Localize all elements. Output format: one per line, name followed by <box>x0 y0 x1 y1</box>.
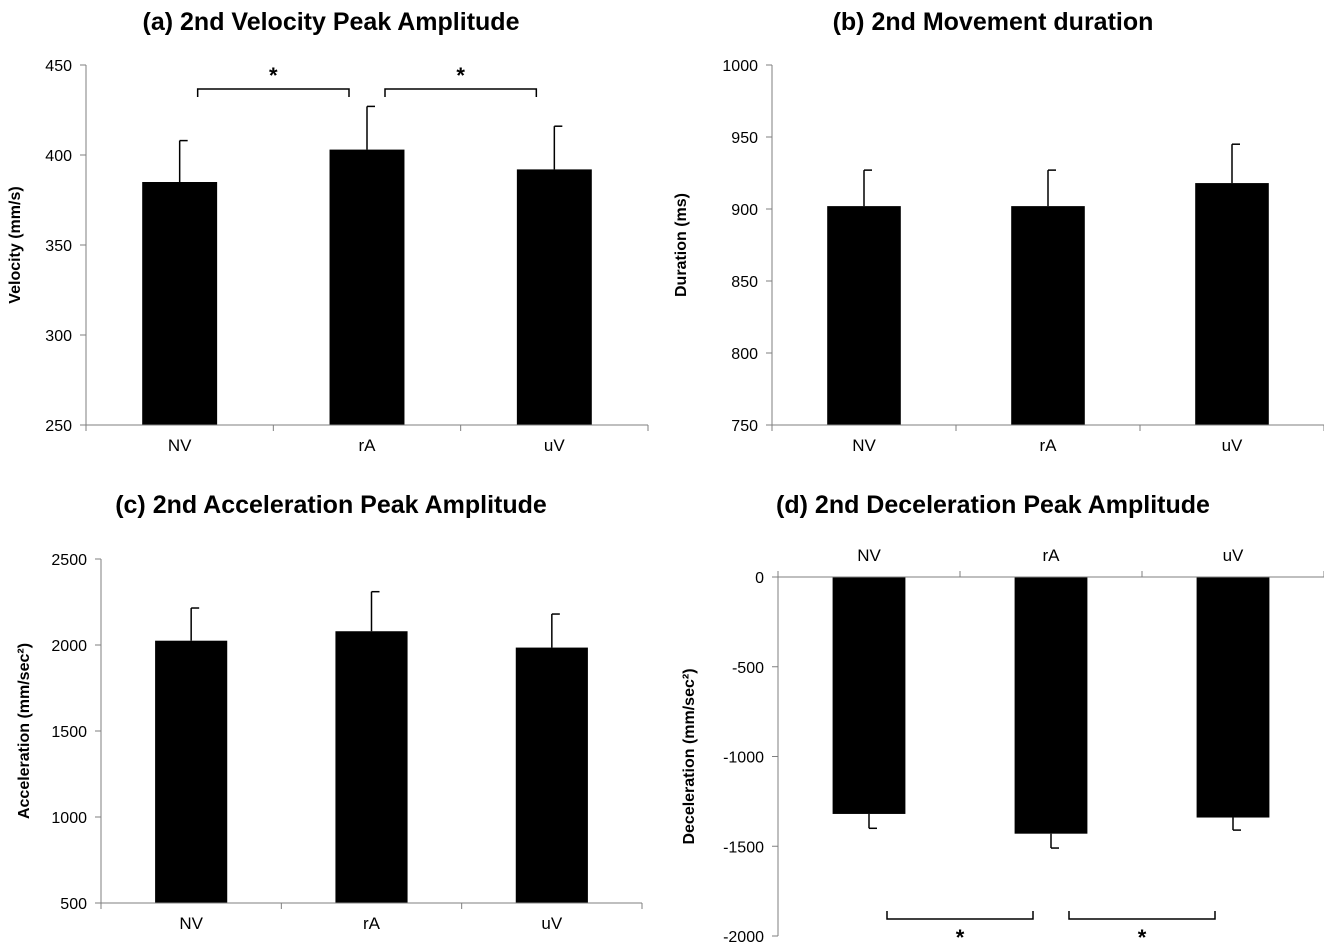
chart-panel-d: (d) 2nd Deceleration Peak Amplitude -200… <box>662 471 1324 942</box>
y-tick-label: -500 <box>732 660 764 677</box>
y-tick-label: 800 <box>731 346 758 363</box>
significance-label: * <box>956 925 965 942</box>
y-tick-label: 400 <box>45 148 72 165</box>
bar-NV <box>142 182 218 425</box>
chart-title-b: (b) 2nd Movement duration <box>832 8 1154 36</box>
chart-panel-c: (c) 2nd Acceleration Peak Amplitude 500 1… <box>0 471 662 942</box>
bar-rA <box>335 631 408 903</box>
x-tick-label: NV <box>857 546 881 565</box>
y-tick-label: -2000 <box>723 929 764 942</box>
y-tick-label: 2500 <box>51 552 87 569</box>
chart-svg-c: 500 1000 1500 2000 2500 Acceleration (mm/sec²… <box>16 552 643 933</box>
y-tick-label: 0 <box>755 570 764 587</box>
significance-bracket <box>384 88 538 97</box>
chart-svg-a: 250 300 350 400 450 Velocity (mm/s) NV rA uV * * <box>7 58 649 455</box>
bar-uV <box>1196 577 1270 818</box>
y-axis-title: Velocity (mm/s) <box>7 186 24 303</box>
significance-bracket <box>886 911 1034 920</box>
x-tick-label: rA <box>363 914 381 933</box>
y-tick-label: 450 <box>45 58 72 75</box>
bar-rA <box>1011 206 1085 425</box>
chart-panel-a: (a) 2nd Velocity Peak Amplitude 250 300 35… <box>0 0 662 471</box>
chart-svg-b: 750 800 850 900 950 1000 Duration (ms) NV rA uV <box>673 58 1324 455</box>
y-tick-label: 900 <box>731 202 758 219</box>
y-tick-label: 1500 <box>51 724 87 741</box>
significance-label: * <box>269 63 278 88</box>
bar-rA <box>329 149 405 425</box>
significance-label: * <box>1138 925 1147 942</box>
y-tick-label: 350 <box>45 238 72 255</box>
y-axis-title: Duration (ms) <box>673 193 690 297</box>
y-axis-title: Acceleration (mm/sec²) <box>16 643 33 819</box>
y-tick-label: 750 <box>731 418 758 435</box>
y-tick-label: 500 <box>60 896 87 913</box>
bar-uV <box>515 647 588 903</box>
y-tick-label: 250 <box>45 418 72 435</box>
significance-bracket <box>196 88 350 97</box>
y-tick-label: 1000 <box>722 58 758 75</box>
chart-svg-d: -2000 -1500 -1000 -500 0 Deceleration (mm/sec… <box>681 546 1324 942</box>
y-tick-label: 850 <box>731 274 758 291</box>
x-tick-label: NV <box>852 436 876 455</box>
y-axis-title: Deceleration (mm/sec²) <box>681 668 698 844</box>
chart-title-c: (c) 2nd Acceleration Peak Amplitude <box>115 491 547 519</box>
y-tick-label: -1500 <box>723 839 764 856</box>
x-tick-label: rA <box>359 436 377 455</box>
bar-rA <box>1014 577 1088 834</box>
x-tick-label: uV <box>1222 436 1243 455</box>
x-tick-label: uV <box>544 436 565 455</box>
y-tick-label: 950 <box>731 130 758 147</box>
bar-NV <box>832 577 906 814</box>
y-tick-label: 300 <box>45 328 72 345</box>
bar-uV <box>1195 183 1269 425</box>
bar-uV <box>516 169 592 425</box>
y-tick-label: 1000 <box>51 810 87 827</box>
chart-title-d: (d) 2nd Deceleration Peak Amplitude <box>776 491 1210 519</box>
x-tick-label: uV <box>541 914 562 933</box>
x-tick-label: uV <box>1223 546 1244 565</box>
bar-NV <box>155 640 228 903</box>
x-tick-label: rA <box>1040 436 1058 455</box>
chart-panel-b: (b) 2nd Movement duration 750 800 850 900 95… <box>662 0 1324 471</box>
x-tick-label: NV <box>179 914 203 933</box>
x-tick-label: NV <box>168 436 192 455</box>
chart-title-a: (a) 2nd Velocity Peak Amplitude <box>142 8 520 36</box>
y-tick-label: -1000 <box>723 750 764 767</box>
bar-NV <box>827 206 901 425</box>
x-tick-label: rA <box>1043 546 1061 565</box>
y-tick-label: 2000 <box>51 638 87 655</box>
significance-label: * <box>456 63 465 88</box>
significance-bracket <box>1068 911 1216 920</box>
